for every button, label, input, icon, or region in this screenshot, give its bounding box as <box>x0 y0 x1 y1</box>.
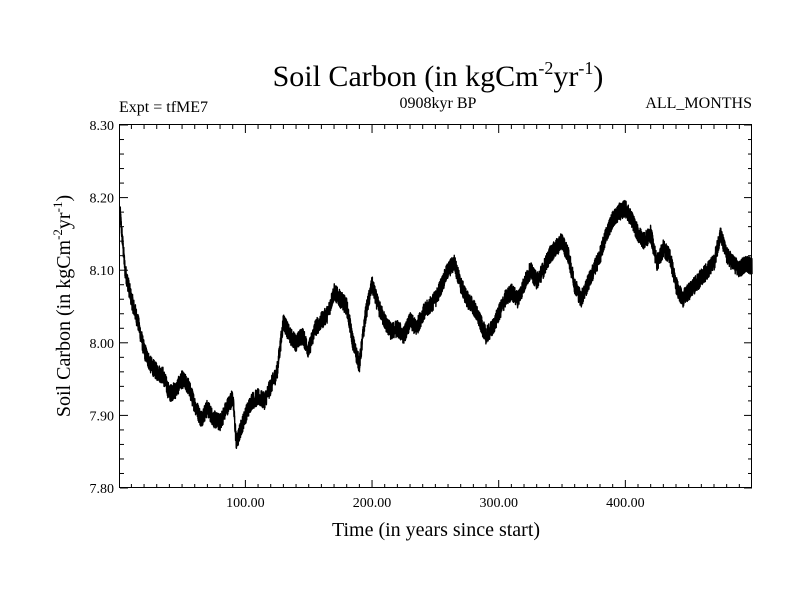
x-axis: 100.00 200.00 300.00 400.00 <box>226 125 645 511</box>
x-tick-label: 400.00 <box>606 496 645 511</box>
soil-carbon-series-line <box>119 199 753 450</box>
y-tick-label: 7.80 <box>90 482 115 497</box>
period-label: 0908kyr BP <box>400 95 477 112</box>
y-tick-label: 8.00 <box>90 337 115 352</box>
y-axis: 7.80 7.90 8.00 8.10 8.20 8.30 <box>90 119 752 497</box>
y-tick-label: 7.90 <box>90 409 115 424</box>
months-label: ALL_MONTHS <box>645 95 752 112</box>
y-axis-title: Soil Carbon (in kgCm-2yr-1) <box>50 195 75 417</box>
x-tick-label: 100.00 <box>226 496 265 511</box>
y-tick-label: 8.20 <box>90 192 115 207</box>
x-tick-label: 300.00 <box>479 496 518 511</box>
chart-title: Soil Carbon (in kgCm-2yr-1) <box>273 58 604 93</box>
y-tick-label: 8.10 <box>90 264 115 279</box>
x-tick-label: 200.00 <box>353 496 392 511</box>
experiment-label: Expt = tfME7 <box>119 99 208 116</box>
y-tick-label: 8.30 <box>90 119 115 134</box>
x-axis-title: Time (in years since start) <box>332 519 540 541</box>
